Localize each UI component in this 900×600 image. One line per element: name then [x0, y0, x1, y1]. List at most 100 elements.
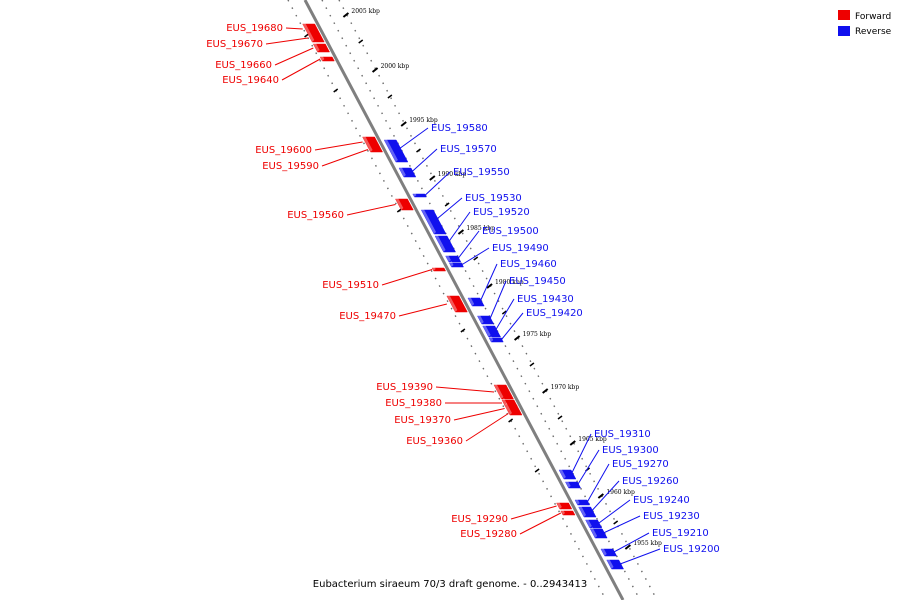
- gene-leader-line: [314, 141, 363, 151]
- gene-label: EUS_19280: [460, 529, 517, 540]
- gene-highlight: [435, 234, 446, 252]
- gene-highlight: [313, 42, 320, 52]
- gene-body: [445, 255, 462, 263]
- kbp-tick-label: 1965 kbp: [578, 436, 607, 443]
- kbp-tick-mark: [342, 12, 350, 18]
- gene-body: [600, 548, 618, 557]
- gene-label: EUS_19580: [431, 123, 488, 134]
- gene-highlight: [560, 509, 565, 515]
- gene-label: EUS_19600: [255, 145, 312, 156]
- gene-highlight: [508, 410, 512, 415]
- gene-label: EUS_19230: [643, 511, 700, 522]
- gene-leader-line: [602, 515, 641, 534]
- gene-eus-19270: EUS_19270: [574, 459, 669, 506]
- gene-leader-line: [612, 532, 650, 553]
- kbp-tick-mark: [371, 67, 379, 73]
- gene-leader-line: [424, 171, 451, 196]
- kbp-tick-label: 1985 kbp: [466, 225, 495, 232]
- gene-eus-19360: EUS_19360: [406, 410, 523, 447]
- gene-eus-19390: EUS_19390: [376, 382, 514, 400]
- gene-eus-19450: EUS_19450: [477, 276, 566, 325]
- gene-highlight: [600, 547, 607, 556]
- gene-label: EUS_19460: [500, 259, 557, 270]
- tick-layer: 2005 kbp 2000 kbp 1995 kbp 1990 kbp 1985 kbp…: [304, 8, 662, 550]
- gene-leader-line: [265, 37, 309, 45]
- gene-highlight: [477, 314, 484, 324]
- minor-tick-mark: [444, 202, 450, 207]
- gene-leader-line: [461, 247, 490, 266]
- gene-body: [446, 295, 468, 313]
- gene-label: EUS_19310: [594, 429, 651, 440]
- gene-label: EUS_19270: [612, 459, 669, 470]
- gene-eus-19510: EUS_19510: [322, 266, 447, 291]
- gene-highlight: [421, 208, 437, 234]
- gene-leader-line: [446, 211, 471, 245]
- gene-label: EUS_19550: [453, 167, 510, 178]
- gene-label: EUS_19560: [287, 210, 344, 221]
- gene-eus-19460: EUS_19460: [467, 259, 557, 307]
- gene-eus-19280: EUS_19280: [460, 509, 576, 540]
- gene-eus-19520: EUS_19520: [434, 207, 530, 253]
- kbp-tick-label: 2000 kbp: [381, 63, 410, 70]
- legend-reverse-label: Reverse: [855, 27, 892, 37]
- legend-forward-swatch: [838, 10, 850, 20]
- gene-eus-19660: EUS_19660: [215, 42, 330, 71]
- gene-leader-line: [398, 303, 448, 317]
- gene-leader-line: [274, 47, 314, 66]
- gene-body: [434, 235, 456, 253]
- gene-eus-19590: EUS_19590: [262, 145, 383, 172]
- gene-leader-line: [519, 512, 562, 535]
- gene-highlight: [367, 145, 373, 152]
- gene-leader-line: [395, 127, 429, 152]
- gene-label: EUS_19470: [339, 311, 396, 322]
- minor-tick-mark: [333, 88, 339, 93]
- gene-body: [493, 384, 514, 400]
- gene-highlight: [504, 403, 511, 412]
- kbp-tick-mark: [486, 283, 493, 289]
- gene-leader-line: [590, 480, 620, 513]
- gene-eus-19640: EUS_19640: [222, 55, 335, 86]
- legend-forward-label: Forward: [855, 12, 891, 22]
- gene-label: EUS_19670: [206, 39, 263, 50]
- kbp-tick-label: 1995 kbp: [409, 117, 438, 124]
- gene-body: [606, 559, 624, 570]
- kbp-tick-mark: [400, 121, 407, 127]
- gene-eus-19310: EUS_19310: [558, 429, 651, 480]
- gene-eus-19580: EUS_19580: [383, 123, 488, 163]
- gene-eus-19500: EUS_19500: [445, 226, 539, 263]
- gene-label: EUS_19490: [492, 243, 549, 254]
- genome-caption: Eubacterium siraeum 70/3 draft genome. -…: [313, 579, 587, 590]
- gene-body: [560, 510, 576, 516]
- gene-leader-line: [457, 230, 480, 260]
- gene-leader-line: [381, 269, 433, 286]
- gene-label: EUS_19640: [222, 75, 279, 86]
- gene-body: [488, 337, 504, 343]
- gene-highlight: [494, 383, 504, 399]
- gene-eus-19470: EUS_19470: [339, 294, 468, 322]
- gene-highlight: [590, 527, 598, 538]
- gene-label: EUS_19570: [440, 144, 497, 155]
- gene-label: EUS_19200: [663, 544, 720, 555]
- gene-eus-19600: EUS_19600: [255, 135, 381, 156]
- minor-tick-mark: [396, 208, 402, 213]
- kbp-tick-label: 1955 kbp: [633, 540, 662, 547]
- gene-eus-19560: EUS_19560: [287, 197, 414, 221]
- gene-leader-line: [435, 386, 495, 393]
- gene-label: EUS_19300: [602, 445, 659, 456]
- gene-highlight: [467, 296, 475, 306]
- minor-tick-mark: [358, 39, 364, 44]
- gene-eus-19370: EUS_19370: [394, 403, 521, 426]
- gene-highlight: [446, 294, 458, 312]
- gene-highlight: [565, 480, 571, 488]
- gene-eus-19380: EUS_19380: [385, 398, 518, 409]
- gene-body: [431, 267, 447, 272]
- gene-highlight: [445, 254, 451, 262]
- gene-body: [312, 43, 330, 53]
- gene-label: EUS_19260: [622, 476, 679, 487]
- gene-leader-line: [281, 58, 321, 81]
- kbp-tick-label: 1990 kbp: [438, 171, 467, 178]
- gene-highlight: [432, 266, 436, 271]
- gene-body: [507, 411, 523, 416]
- kbp-tick-mark: [429, 175, 436, 181]
